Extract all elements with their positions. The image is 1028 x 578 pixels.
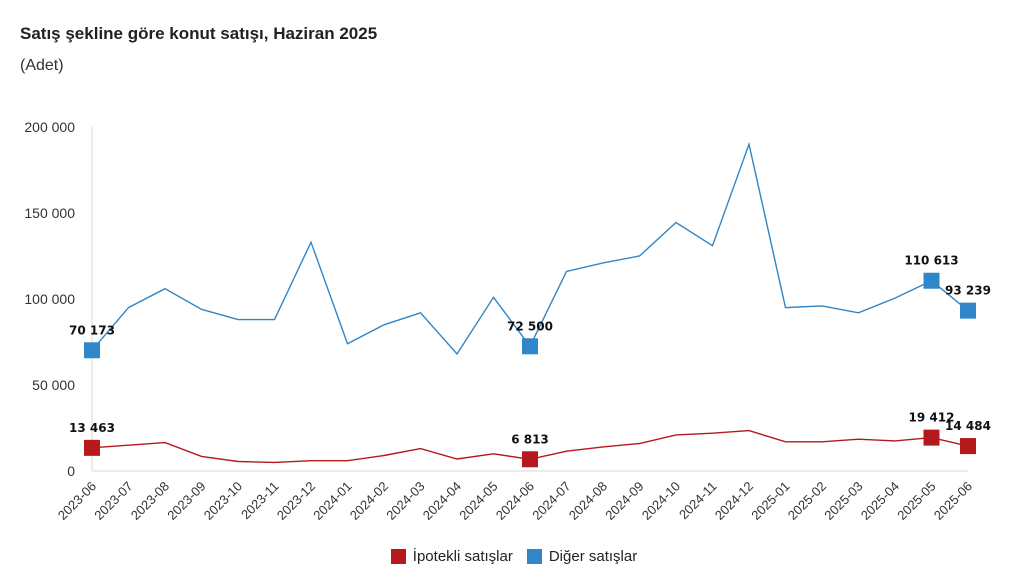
x-tick-label: 2024-05 <box>456 479 500 523</box>
x-tick-label: 2025-03 <box>821 479 865 523</box>
data-point-marker[interactable] <box>923 272 940 289</box>
legend-label-diger: Diğer satışlar <box>548 548 638 565</box>
y-tick-label: 50 000 <box>32 377 75 393</box>
y-tick-label: 200 000 <box>24 119 75 135</box>
x-tick-label: 2024-04 <box>420 479 464 523</box>
x-tick-label: 2024-09 <box>602 479 646 523</box>
x-tick-label: 2023-09 <box>164 479 208 523</box>
x-tick-label: 2024-06 <box>493 479 537 523</box>
data-label: 72 500 <box>507 319 553 333</box>
x-tick-label: 2023-07 <box>91 479 135 523</box>
data-label: 19 412 <box>909 411 955 425</box>
data-label: 110 613 <box>904 254 958 268</box>
x-axis: 2023-062023-072023-082023-092023-102023-… <box>55 470 975 523</box>
data-label: 70 173 <box>69 323 115 337</box>
series-lines <box>91 141 969 464</box>
legend-swatch-ipotekli <box>390 549 406 564</box>
data-point-marker[interactable] <box>522 451 538 468</box>
data-label: 13 463 <box>69 421 115 435</box>
data-point-marker[interactable] <box>960 302 976 319</box>
chart-subtitle: (Adet) <box>20 57 64 74</box>
x-tick-label: 2023-08 <box>128 479 172 523</box>
legend-label-ipotekli: İpotekli satışlar <box>412 548 513 565</box>
x-tick-label: 2024-03 <box>383 479 427 523</box>
x-tick-label: 2024-12 <box>712 479 756 523</box>
legend-item-ipotekli[interactable]: İpotekli satışlar <box>390 548 513 565</box>
x-tick-label: 2025-04 <box>858 479 902 523</box>
x-tick-label: 2024-01 <box>310 479 354 523</box>
data-point-marker[interactable] <box>84 342 100 359</box>
x-tick-label: 2024-07 <box>529 479 573 523</box>
x-tick-label: 2023-12 <box>274 479 318 523</box>
x-tick-label: 2024-02 <box>347 479 391 523</box>
x-tick-label: 2025-05 <box>894 479 938 523</box>
legend-item-diger[interactable]: Diğer satışlar <box>526 548 638 565</box>
x-tick-label: 2023-11 <box>238 479 282 523</box>
data-point-marker[interactable] <box>960 438 976 455</box>
data-label: 14 484 <box>945 419 991 433</box>
y-tick-label: 0 <box>67 463 75 479</box>
y-axis: 0 50 000 100 000 150 000 200 000 <box>24 119 93 479</box>
chart-title: Satış şekline göre konut satışı, Haziran… <box>20 24 378 43</box>
y-tick-label: 150 000 <box>24 205 75 221</box>
data-point-marker[interactable] <box>84 439 100 456</box>
x-tick-label: 2023-06 <box>55 479 99 523</box>
legend: İpotekli satışlar Diğer satışlar <box>0 548 1028 565</box>
y-tick-label: 100 000 <box>24 291 75 307</box>
legend-swatch-diger <box>526 549 542 564</box>
x-tick-label: 2025-02 <box>785 479 829 523</box>
x-tick-label: 2024-10 <box>639 479 683 523</box>
x-tick-label: 2023-10 <box>201 479 245 523</box>
data-label: 93 239 <box>945 284 991 298</box>
x-tick-label: 2025-06 <box>931 479 975 523</box>
x-tick-label: 2024-08 <box>566 479 610 523</box>
data-label: 6 813 <box>511 432 549 446</box>
data-point-marker[interactable] <box>522 338 538 355</box>
x-tick-label: 2025-01 <box>748 479 792 523</box>
x-tick-label: 2024-11 <box>676 479 720 523</box>
data-point-marker[interactable] <box>923 429 940 446</box>
